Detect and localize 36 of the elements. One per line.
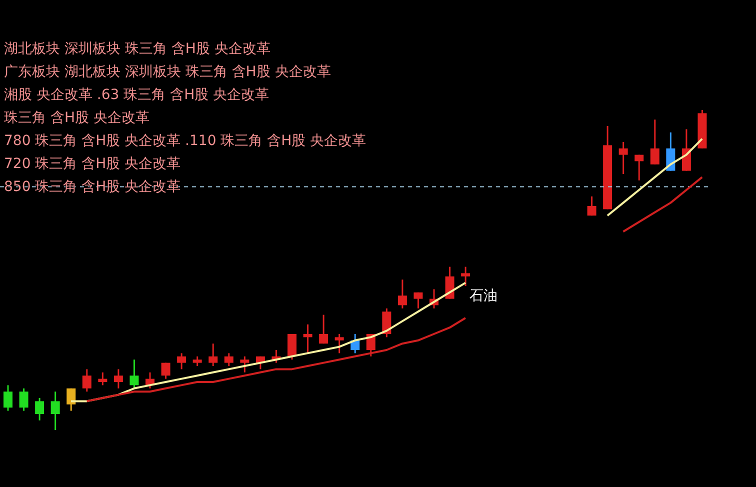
candlestick	[445, 266, 454, 300]
text: 广东板块 湖北板块 深圳板块 珠三角 含H股 央企改革	[4, 63, 331, 81]
candlestick	[461, 266, 470, 287]
candlestick	[224, 352, 234, 367]
annotation: 720 珠三角 含H股 央企改革	[4, 155, 181, 173]
candlestick	[177, 352, 186, 370]
annotation: 石油	[469, 286, 498, 305]
candlestick	[666, 132, 676, 172]
candlestick	[50, 390, 60, 430]
candlestick	[240, 356, 250, 374]
candlestick	[114, 368, 123, 390]
candlestick	[82, 368, 92, 392]
candlestick	[208, 342, 218, 367]
candlestick	[288, 333, 296, 360]
candlestick	[618, 141, 628, 175]
annotation: 850 珠三角 含H股 央企改革	[4, 178, 181, 196]
candlestick	[130, 358, 139, 390]
text: 湖北板块 深圳板块 珠三角 含H股 央企改革	[4, 40, 270, 58]
candlestick	[303, 324, 312, 354]
text: 湘股 央企改革 .63 珠三角 含H股 央企改革	[4, 86, 270, 104]
annotation: 珠三角 含H股 央企改革	[4, 109, 150, 127]
annotation: 780 珠三角 含H股 央企改革 .110 珠三角 含H股 央企改革	[4, 132, 366, 150]
candlestick	[334, 333, 344, 354]
candlestick	[414, 292, 423, 310]
candlestick	[319, 314, 328, 344]
candlestick	[382, 308, 392, 338]
candlestick	[650, 118, 660, 166]
candlestick	[161, 362, 170, 380]
candlestick	[98, 372, 108, 386]
candlestick	[587, 196, 596, 216]
candlestick	[192, 356, 202, 367]
candlestick	[4, 384, 12, 412]
candlestick	[634, 154, 644, 182]
candlestick	[398, 278, 407, 310]
candlestick	[19, 388, 28, 412]
candlestick	[35, 397, 44, 422]
